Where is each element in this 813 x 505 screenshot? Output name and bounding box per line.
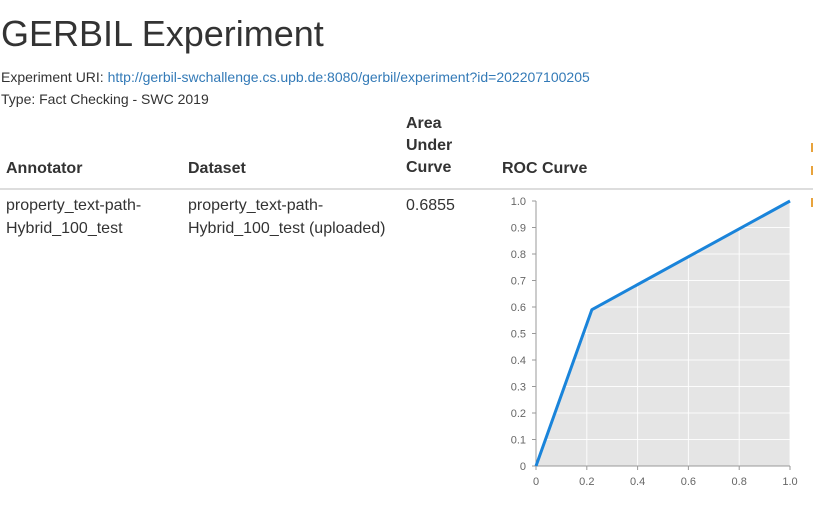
y-tick-label: 0.8	[511, 249, 526, 261]
y-tick-label: 0.5	[511, 329, 526, 341]
clipped-column-header-part	[811, 166, 813, 175]
x-tick-label: 1.0	[782, 476, 797, 488]
experiment-uri-label: Experiment URI:	[1, 69, 104, 85]
experiment-uri-link[interactable]: http://gerbil-swchallenge.cs.upb.de:8080…	[107, 69, 590, 85]
clipped-column-cell	[811, 198, 813, 207]
y-tick-label: 0.4	[511, 355, 526, 367]
table-header-divider	[0, 188, 813, 190]
x-tick-label: 0	[533, 476, 539, 488]
x-tick-label: 0.8	[732, 476, 747, 488]
x-tick-label: 0.6	[681, 476, 696, 488]
x-tick-label: 0.2	[579, 476, 594, 488]
clipped-column-header	[811, 143, 813, 152]
column-header-dataset: Dataset	[188, 160, 246, 177]
roc-curve-line	[534, 199, 791, 467]
page-title: GERBIL Experiment	[1, 13, 324, 54]
cell-auc: 0.6855	[406, 197, 455, 214]
y-tick-label: 0.1	[511, 435, 526, 447]
roc-curve-chart: 0 0.1 0.2 0.3 0.4 0.5 0.6 0.7 0.8 0.9 1.0 0 0.2 0.4 0.…	[511, 196, 798, 488]
cell-dataset: property_text-path-Hybrid_100_test (uplo…	[188, 197, 386, 237]
y-tick-label: 0.9	[511, 223, 526, 235]
x-tick-label: 0.4	[630, 476, 645, 488]
y-tick-label: 0.2	[511, 408, 526, 420]
experiment-uri: Experiment URI: http://gerbil-swchalleng…	[1, 68, 590, 86]
column-header-auc: Area Under Curve	[406, 115, 453, 176]
y-tick-label: 0	[520, 461, 526, 473]
column-header-roc: ROC Curve	[502, 160, 588, 177]
cell-annotator: property_text-path-Hybrid_100_test	[6, 197, 142, 237]
column-header-annotator: Annotator	[6, 160, 83, 177]
y-tick-label: 0.3	[511, 382, 526, 394]
y-tick-label: 1.0	[511, 196, 526, 208]
experiment-type: Type: Fact Checking - SWC 2019	[1, 91, 209, 107]
y-tick-label: 0.7	[511, 276, 526, 288]
y-tick-label: 0.6	[511, 302, 526, 314]
